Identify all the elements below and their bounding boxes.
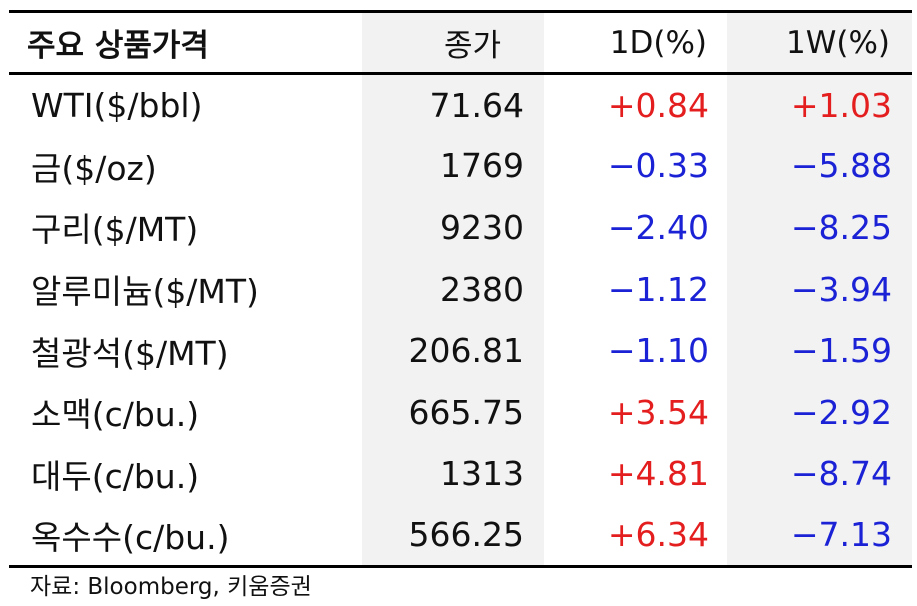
change-1d: −1.12 [607, 269, 709, 309]
change-1d: +6.34 [607, 515, 709, 555]
commodity-name: 금($/oz) [31, 148, 157, 188]
commodity-name: 알루미늄($/MT) [31, 272, 259, 312]
change-1w: −8.74 [727, 443, 912, 505]
table-row: 옥수수(c/bu.) 566.25 +6.34 −7.13 [9, 504, 912, 567]
commodity-name: 대두(c/bu.) [31, 456, 200, 496]
close-price: 1769 [362, 135, 544, 197]
change-1w: −7.13 [727, 504, 912, 567]
close-price: 71.64 [362, 73, 544, 136]
commodity-name: 소맥(c/bu.) [31, 395, 200, 435]
close-price: 665.75 [362, 381, 544, 444]
table-row: 금($/oz) 1769 −0.33 −5.88 [9, 135, 912, 197]
header-commodity: 주요 상품가격 [27, 28, 209, 64]
change-1w: +1.03 [727, 73, 912, 136]
header-close: 종가 [362, 11, 544, 74]
commodity-name: 구리($/MT) [31, 210, 199, 250]
close-price: 9230 [362, 196, 544, 259]
table-row: 소맥(c/bu.) 665.75 +3.54 −2.92 [9, 381, 912, 444]
table-header-row: 주요 상품가격 종가 1D(%) 1W(%) [9, 11, 912, 74]
close-price: 1313 [362, 443, 544, 505]
close-price: 2380 [362, 258, 544, 320]
change-1d: +4.81 [607, 454, 709, 494]
table-row: 알루미늄($/MT) 2380 −1.12 −3.94 [9, 258, 912, 320]
change-1w: −2.92 [727, 381, 912, 444]
change-1w: −3.94 [727, 258, 912, 320]
commodity-name: 옥수수(c/bu.) [31, 517, 230, 557]
change-1d: −0.33 [607, 146, 709, 186]
change-1w: −1.59 [727, 319, 912, 382]
table-row: 철광석($/MT) 206.81 −1.10 −1.59 [9, 319, 912, 382]
change-1d: +0.84 [607, 85, 709, 125]
change-1d: −1.10 [607, 331, 709, 371]
commodity-price-table-container: 주요 상품가격 종가 1D(%) 1W(%) WTI($/bbl) 71.64 +0… [9, 10, 912, 568]
change-1d: −2.40 [607, 207, 709, 247]
header-1d: 1D(%) [609, 24, 707, 61]
source-note: 자료: Bloomberg, 키움증권 [30, 574, 312, 600]
change-1w: −8.25 [727, 196, 912, 259]
change-1w: −5.88 [727, 135, 912, 197]
table-row: 대두(c/bu.) 1313 +4.81 −8.74 [9, 443, 912, 505]
table-row: 구리($/MT) 9230 −2.40 −8.25 [9, 196, 912, 259]
change-1d: +3.54 [607, 392, 709, 432]
header-1w: 1W(%) [727, 11, 912, 74]
table-row: WTI($/bbl) 71.64 +0.84 +1.03 [9, 73, 912, 136]
close-price: 206.81 [362, 319, 544, 382]
commodity-price-table: 주요 상품가격 종가 1D(%) 1W(%) WTI($/bbl) 71.64 +0… [9, 10, 912, 568]
close-price: 566.25 [362, 504, 544, 567]
commodity-name: 철광석($/MT) [31, 333, 229, 373]
commodity-name: WTI($/bbl) [31, 85, 203, 125]
